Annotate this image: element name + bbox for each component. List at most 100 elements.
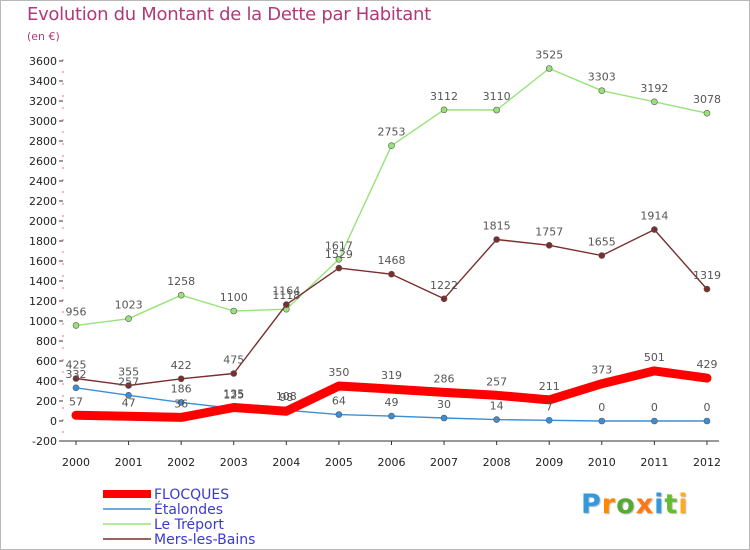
x-tick-label: 2010 <box>588 456 616 469</box>
data-point <box>388 412 395 420</box>
data-point <box>388 142 395 149</box>
data-point <box>651 417 658 425</box>
data-point <box>125 315 132 323</box>
data-point <box>545 65 553 72</box>
data-label: 47 <box>122 396 136 409</box>
series-flocques <box>71 366 712 422</box>
y-tick-label: 3200 <box>29 95 57 108</box>
data-label: 1468 <box>377 254 405 267</box>
data-point <box>440 106 448 114</box>
data-label: 0 <box>703 401 710 414</box>
x-tick-label: 2012 <box>693 456 721 469</box>
data-point <box>703 109 711 117</box>
data-label: 3078 <box>693 93 721 106</box>
data-point <box>388 270 395 278</box>
data-label: 956 <box>66 305 87 318</box>
data-point <box>335 411 343 418</box>
data-label: 14 <box>490 400 504 413</box>
data-label: 332 <box>66 368 87 381</box>
data-label: 3303 <box>588 71 616 84</box>
data-point <box>177 291 185 299</box>
y-tick-label: 600 <box>36 355 57 368</box>
data-label: 3110 <box>483 90 511 103</box>
data-point <box>335 255 343 263</box>
data-label: 286 <box>434 372 455 385</box>
data-label: 475 <box>223 354 244 367</box>
data-point <box>230 307 238 315</box>
y-tick-label: -200 <box>32 435 57 448</box>
series-le-tr-port <box>72 65 711 329</box>
data-label: 1319 <box>693 269 721 282</box>
x-tick-label: 2003 <box>220 456 248 469</box>
data-point <box>493 236 500 243</box>
y-tick-label: 400 <box>36 375 57 388</box>
chart-subtitle: (en €) <box>27 30 60 43</box>
data-point <box>72 375 80 382</box>
y-tick-label: 2800 <box>29 135 57 148</box>
data-point <box>598 87 606 94</box>
logo-letter: P <box>581 489 602 520</box>
data-point <box>651 98 658 106</box>
y-ticks: -200 0 200 400 600 800 1000 1200 1400 1600 1800 200… <box>29 55 63 448</box>
data-label: 1815 <box>483 220 511 233</box>
legend-label: Le Tréport <box>154 517 224 533</box>
data-label: 425 <box>66 359 87 372</box>
data-point <box>440 414 448 422</box>
data-label: 98 <box>279 391 293 404</box>
data-label: 1118 <box>272 289 300 302</box>
data-label: 36 <box>174 397 188 410</box>
data-point <box>125 382 132 389</box>
data-label: 211 <box>539 380 560 393</box>
data-point <box>283 301 290 308</box>
data-label: 0 <box>598 401 605 414</box>
legend-label: FLOCQUES <box>154 487 229 503</box>
data-label: 64 <box>332 395 346 408</box>
y-tick-label: 1200 <box>29 295 57 308</box>
data-label: 3112 <box>430 90 458 103</box>
x-tick-label: 2005 <box>325 456 353 469</box>
data-point <box>125 391 132 399</box>
data-label: 1757 <box>535 225 563 238</box>
y-tick-label: 2400 <box>29 175 57 188</box>
data-label: 350 <box>328 366 349 379</box>
y-tick-label: 1800 <box>29 235 57 248</box>
y-tick-label: 200 <box>36 395 57 408</box>
data-label: 186 <box>171 382 192 395</box>
legend-label: Mers-les-Bains <box>154 532 255 548</box>
data-point <box>493 106 500 114</box>
x-ticks: 2000 2001 2002 2003 2004 2005 2006 2007 2008 2009… <box>62 441 721 469</box>
data-point <box>440 295 448 303</box>
logo-letter: i <box>678 489 689 520</box>
data-point <box>177 375 185 383</box>
x-tick-label: 2000 <box>62 456 90 469</box>
data-point <box>703 417 711 425</box>
data-label: 108 <box>276 390 297 403</box>
data-point <box>598 417 606 425</box>
data-label: 355 <box>118 366 139 379</box>
data-label: 1914 <box>640 210 668 223</box>
data-label: 135 <box>223 388 244 401</box>
data-label: 429 <box>696 358 717 371</box>
data-point <box>703 285 711 293</box>
data-point <box>230 370 238 377</box>
y-tick-label: 1400 <box>29 275 57 288</box>
data-label: 1100 <box>220 291 248 304</box>
x-tick-label: 2004 <box>272 456 300 469</box>
x-tick-label: 2009 <box>535 456 563 469</box>
y-tick-label: 2200 <box>29 195 57 208</box>
series-mers-les-bains <box>72 226 711 389</box>
data-point <box>72 322 80 329</box>
x-tick-label: 2007 <box>430 456 458 469</box>
data-point <box>598 252 606 259</box>
data-point <box>493 416 500 423</box>
proxiti-logo: Proxiti <box>581 489 689 520</box>
y-tick-label: 1600 <box>29 255 57 268</box>
data-label: 422 <box>171 359 192 372</box>
logo-letter: i <box>654 489 665 520</box>
y-tick-label: 3400 <box>29 75 57 88</box>
x-tick-label: 2008 <box>483 456 511 469</box>
data-label: 3192 <box>640 82 668 95</box>
y-tick-label: 0 <box>50 415 57 428</box>
